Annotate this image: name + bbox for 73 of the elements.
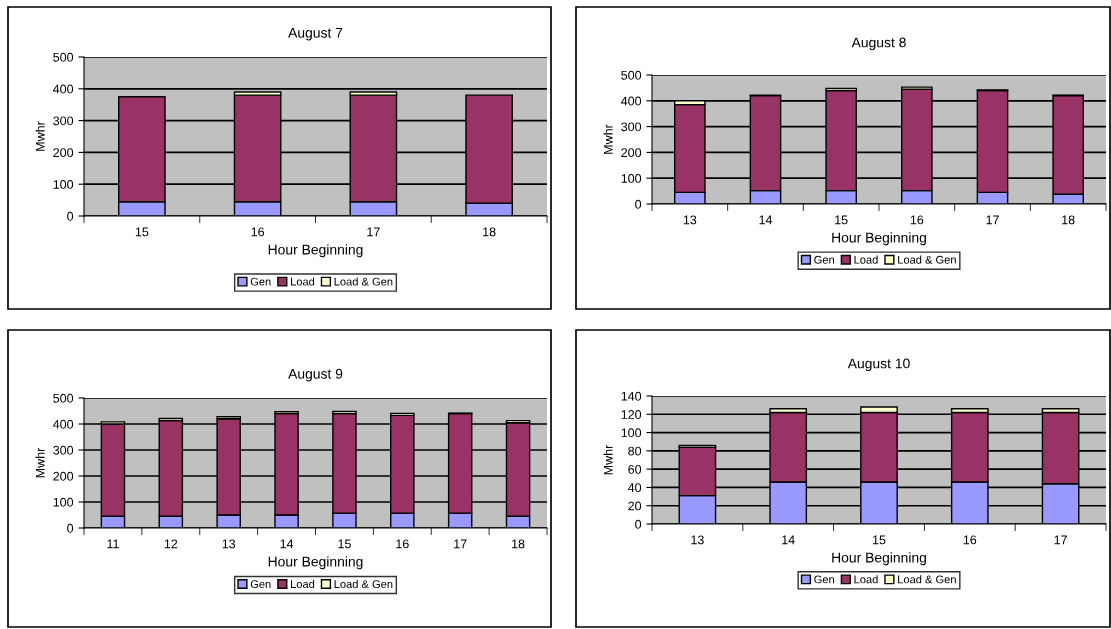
y-tick-label: 300 bbox=[53, 445, 74, 455]
legend-label: Gen bbox=[250, 580, 271, 589]
x-tick-label: 12 bbox=[164, 539, 178, 549]
x-tick-label: 15 bbox=[873, 535, 886, 545]
chart-title: August 9 bbox=[288, 368, 343, 382]
y-tick-label: 100 bbox=[53, 180, 74, 189]
legend-label: Load & Gen bbox=[898, 575, 956, 584]
x-tick-label: 18 bbox=[512, 539, 525, 549]
x-tick-label: 16 bbox=[910, 215, 924, 225]
y-tick-label: 20 bbox=[628, 501, 642, 511]
x-tick-label: 11 bbox=[107, 539, 119, 549]
legend-label: Load & Gen bbox=[334, 277, 393, 286]
y-tick-label: 140 bbox=[621, 391, 642, 401]
x-tick-label: 15 bbox=[135, 227, 149, 237]
x-tick-label: 16 bbox=[963, 535, 977, 545]
x-tick-label: 18 bbox=[483, 227, 496, 237]
y-axis-title: Mwhr bbox=[603, 444, 613, 475]
x-tick-label: 13 bbox=[691, 535, 704, 545]
chart-title: August 8 bbox=[851, 37, 906, 51]
y-tick-label: 400 bbox=[53, 84, 74, 94]
x-axis-title: Hour Beginning bbox=[268, 244, 363, 258]
y-tick-label: 400 bbox=[621, 96, 642, 106]
x-tick-label: 14 bbox=[782, 535, 795, 545]
y-tick-label: 100 bbox=[621, 174, 642, 183]
x-tick-label: 17 bbox=[367, 227, 380, 237]
chart-title: August 7 bbox=[288, 28, 343, 41]
x-tick-label: 17 bbox=[454, 539, 467, 549]
y-tick-label: 200 bbox=[53, 471, 74, 481]
y-tick-label: 0 bbox=[67, 523, 74, 533]
x-tick-label: 14 bbox=[280, 539, 294, 549]
x-tick-label: 17 bbox=[986, 215, 999, 225]
x-tick-label: 17 bbox=[1054, 535, 1067, 545]
y-tick-label: 0 bbox=[635, 519, 642, 529]
y-tick-label: 0 bbox=[635, 199, 642, 209]
x-axis-title: Hour Beginning bbox=[832, 552, 926, 566]
y-tick-label: 120 bbox=[621, 410, 642, 419]
x-tick-label: 16 bbox=[396, 539, 409, 549]
legend-label: Load & Gen bbox=[334, 579, 393, 589]
legend-label: Load bbox=[854, 575, 878, 584]
y-tick-label: 300 bbox=[53, 116, 74, 126]
y-tick-label: 100 bbox=[621, 428, 642, 438]
x-tick-label: 18 bbox=[1062, 215, 1075, 225]
legend-label: Load bbox=[291, 579, 315, 589]
y-tick-label: 100 bbox=[53, 497, 74, 507]
x-tick-label: 15 bbox=[835, 215, 848, 225]
y-tick-label: 80 bbox=[628, 446, 642, 456]
y-tick-label: 0 bbox=[67, 211, 74, 221]
legend-label: Load bbox=[854, 255, 878, 264]
y-tick-label: 500 bbox=[53, 393, 74, 403]
legend-label: Load bbox=[291, 277, 315, 286]
legend-label: Load & Gen bbox=[898, 255, 956, 264]
x-axis-title: Hour Beginning bbox=[268, 556, 363, 570]
legend-label: Gen bbox=[814, 255, 834, 264]
x-tick-label: 13 bbox=[222, 539, 236, 549]
y-tick-label: 500 bbox=[53, 52, 74, 62]
y-tick-label: 400 bbox=[53, 419, 74, 429]
x-tick-label: 15 bbox=[338, 539, 351, 549]
x-tick-label: 13 bbox=[683, 215, 697, 225]
y-tick-label: 200 bbox=[621, 148, 642, 158]
chart-title: August 10 bbox=[847, 358, 910, 372]
x-axis-title: Hour Beginning bbox=[832, 232, 926, 246]
y-axis-title: Mwhr bbox=[35, 121, 45, 151]
y-axis-title: Mwhr bbox=[35, 447, 45, 478]
x-tick-label: 14 bbox=[759, 215, 773, 225]
y-tick-label: 500 bbox=[621, 70, 642, 80]
y-tick-label: 200 bbox=[53, 148, 74, 158]
y-tick-label: 40 bbox=[627, 483, 642, 493]
x-tick-label: 16 bbox=[251, 227, 265, 237]
y-tick-label: 60 bbox=[628, 464, 642, 474]
legend-label: Gen bbox=[814, 575, 834, 584]
legend-label: Gen bbox=[250, 277, 271, 286]
y-axis-title: Mwhr bbox=[603, 124, 613, 154]
y-tick-label: 300 bbox=[621, 122, 642, 132]
